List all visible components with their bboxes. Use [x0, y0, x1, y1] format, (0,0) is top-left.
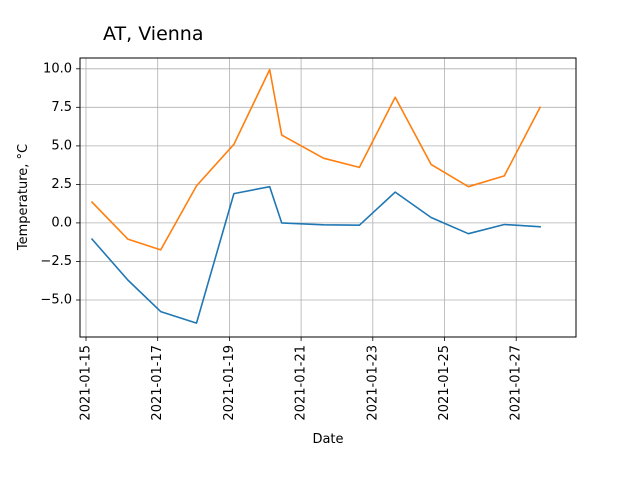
- y-tick-label: −5.0: [40, 293, 72, 308]
- x-tick-label: 2021-01-15: [79, 345, 94, 421]
- y-tick-label: 7.5: [51, 100, 72, 115]
- y-tick-label: 0.0: [51, 215, 72, 230]
- y-tick-label: 5.0: [51, 138, 72, 153]
- plot-frame: [79, 57, 577, 338]
- x-axis-ticks: 2021-01-15 2021-01-17 2021-01-19 2021-01-21…: [79, 337, 524, 421]
- x-axis-label: Date: [312, 432, 343, 447]
- grid: [80, 58, 576, 337]
- y-axis-ticks: 10.0 7.5 5.0 2.5 0.0 −2.5 −5.0: [40, 61, 80, 308]
- y-tick-label: 2.5: [51, 177, 72, 192]
- series-layer: [90, 68, 542, 324]
- y-tick-label: 10.0: [43, 61, 72, 76]
- chart-title: AT, Vienna: [103, 23, 203, 45]
- x-tick-label: 2021-01-21: [294, 345, 309, 421]
- x-tick-label: 2021-01-23: [365, 345, 380, 421]
- x-tick-label: 2021-01-19: [222, 345, 237, 421]
- x-tick-label: 2021-01-27: [509, 345, 524, 421]
- series-line-0: [90, 185, 541, 324]
- y-axis-label: Temperature, °C: [16, 144, 31, 251]
- x-tick-label: 2021-01-25: [437, 345, 452, 421]
- y-tick-label: −2.5: [40, 254, 72, 269]
- series-line-1: [90, 68, 542, 251]
- x-tick-label: 2021-01-17: [150, 345, 165, 421]
